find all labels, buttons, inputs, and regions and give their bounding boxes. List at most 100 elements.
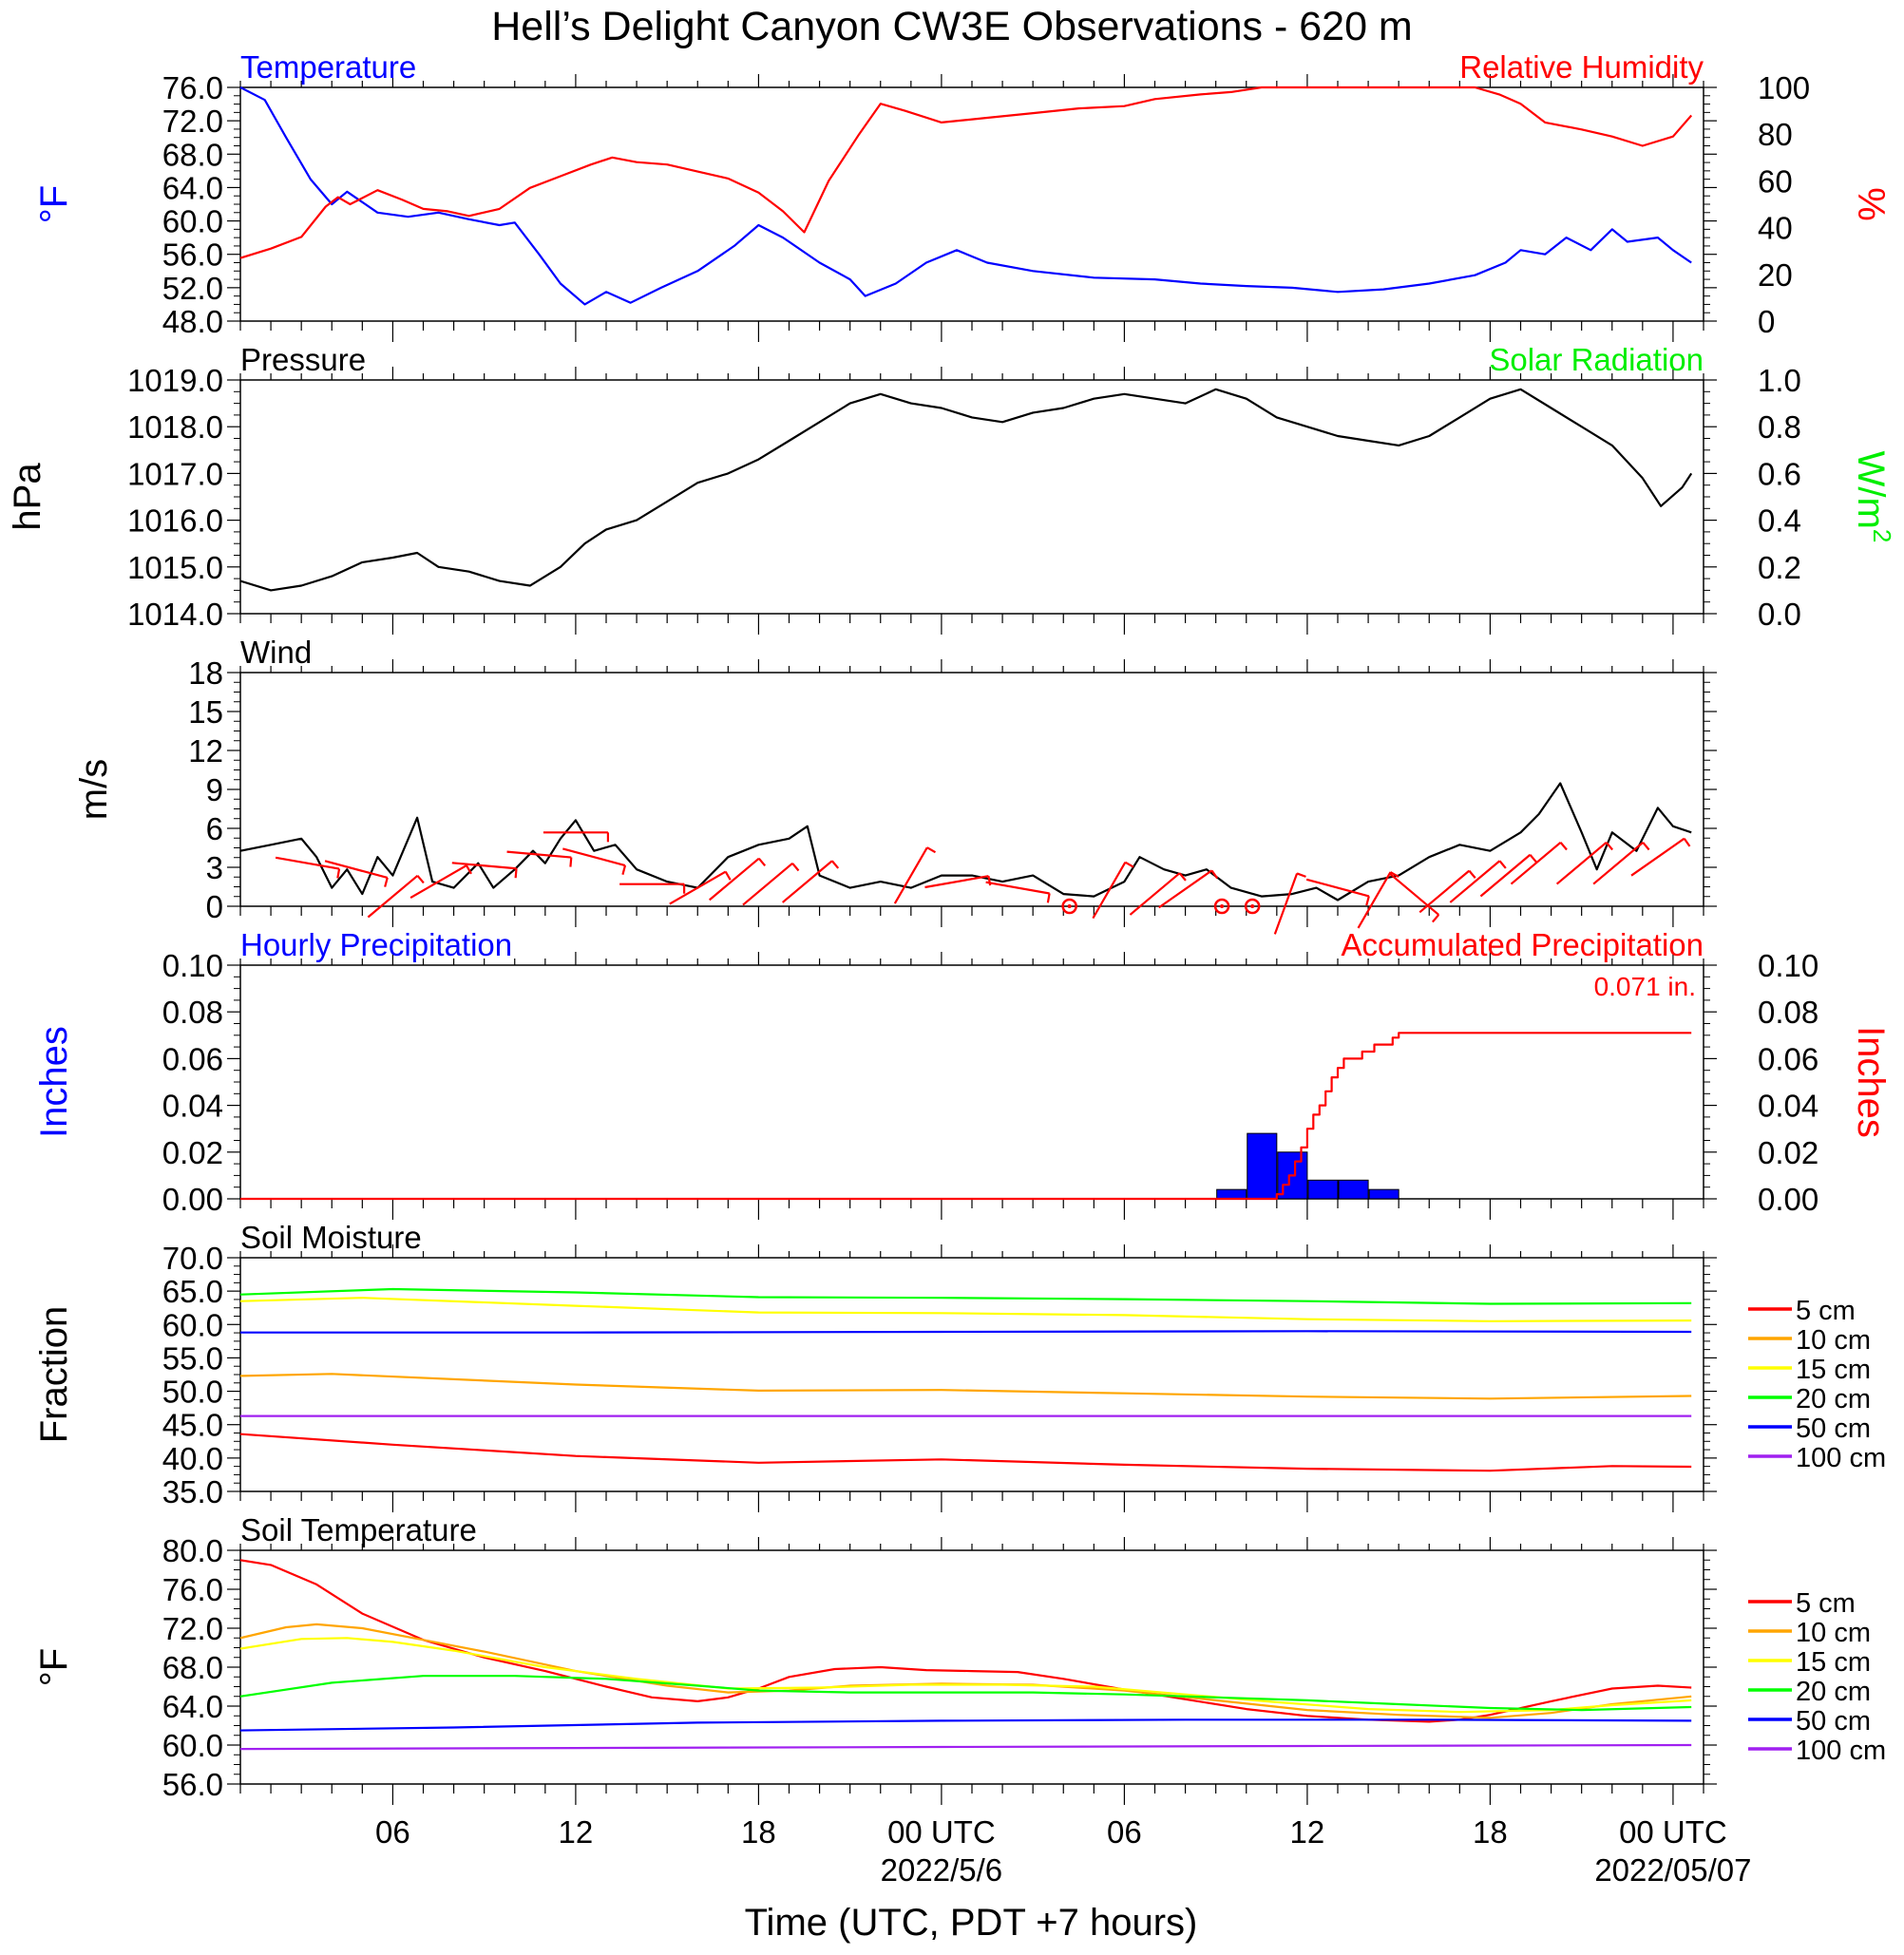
y-axis-label: °F <box>33 185 75 223</box>
wind-barb-flag <box>1124 861 1134 868</box>
wind-barb-flag <box>1468 869 1476 879</box>
y-right-tick-label: 0.10 <box>1758 948 1818 983</box>
x-tick-label: 18 <box>741 1814 776 1850</box>
wind-barb <box>742 862 793 906</box>
y-tick-label: 56.0 <box>162 1767 223 1802</box>
series-line-50-cm <box>240 1330 1692 1334</box>
wind-barb <box>409 864 467 900</box>
panel-title-left: Soil Moisture <box>240 1220 422 1255</box>
y-tick-label: 56.0 <box>162 237 223 273</box>
wind-barb-flag <box>336 868 341 879</box>
y-tick-label: 1019.0 <box>127 363 223 398</box>
y-right-tick-label: 0.2 <box>1758 550 1801 585</box>
wind-calm-marker <box>1213 898 1230 915</box>
wind-barb-flag <box>724 871 732 881</box>
wind-barb <box>1357 871 1392 929</box>
y-tick-label: 15 <box>188 694 223 730</box>
panel-title-right: Accumulated Precipitation <box>1341 927 1704 962</box>
wind-barb <box>1158 869 1213 909</box>
y-tick-label: 35.0 <box>162 1474 223 1509</box>
x-tick-label: 06 <box>375 1814 410 1850</box>
plot-frame <box>239 672 1704 907</box>
y-tick-label: 0.00 <box>162 1182 223 1217</box>
legend-label: 50 cm <box>1796 1706 1871 1737</box>
y-tick-label: 0.08 <box>162 995 223 1030</box>
wind-barb-flag <box>1642 842 1650 851</box>
y-tick-label: 76.0 <box>162 70 223 105</box>
y-tick-label: 72.0 <box>162 104 223 139</box>
panel-title-left: Pressure <box>240 342 366 377</box>
wind-barb-flag <box>926 846 937 854</box>
wind-calm-marker <box>1061 898 1077 915</box>
panel-soil_moisture: 35.040.045.050.055.060.065.070.0 Soil Moi… <box>33 1220 1886 1512</box>
wind-barb <box>1129 872 1181 916</box>
precip-bar <box>1216 1188 1247 1200</box>
y-tick-label: 50.0 <box>162 1375 223 1410</box>
y-right-tick-label: 0.06 <box>1758 1041 1818 1076</box>
y-tick-label: 68.0 <box>162 1650 223 1685</box>
series-line-5-cm <box>239 1433 1692 1472</box>
wind-barb-flag <box>1046 893 1051 903</box>
wind-barb <box>985 881 1050 895</box>
y-tick-label: 0 <box>206 889 223 924</box>
panel-title-left: Soil Temperature <box>240 1512 477 1547</box>
y-tick-label: 64.0 <box>162 1689 223 1724</box>
wind-barb-flag <box>1365 896 1370 906</box>
y-tick-label: 12 <box>188 733 223 769</box>
wind-calm-dot <box>1067 904 1072 908</box>
y-tick-label: 60.0 <box>162 204 223 239</box>
wind-barb-flag <box>466 864 472 875</box>
series-line-pressure-0 <box>239 388 1693 592</box>
y-axis-label: °F <box>33 1648 75 1686</box>
y-right-tick-label: 0.00 <box>1758 1182 1818 1217</box>
y-axis-label: Fraction <box>33 1306 75 1444</box>
wind-barb-flag <box>1605 842 1613 851</box>
wind-barb <box>506 850 572 859</box>
y-right-tick-label: 80 <box>1758 117 1793 152</box>
wind-barb-flag <box>1683 838 1691 847</box>
y-right-tick-label: 0.4 <box>1758 503 1801 539</box>
wind-barb <box>1555 841 1608 885</box>
y-right-tick-label: 0.6 <box>1758 456 1801 491</box>
y-right-tick-label: 0.0 <box>1758 597 1801 632</box>
wind-barb <box>1418 869 1471 914</box>
series-line-5-cm <box>239 1559 1692 1723</box>
wind-calm-dot <box>1250 904 1255 908</box>
precip-bar <box>1338 1179 1369 1200</box>
wind-barb <box>893 846 928 904</box>
y-tick-label: 0.06 <box>162 1041 223 1076</box>
y-tick-label: 1014.0 <box>127 597 223 632</box>
y-axis-label: Inches <box>33 1026 75 1138</box>
panel-soil_temp: 56.0 60.0 64.0 68.0 72.0 76.0 80.0 Soil Tempera… <box>33 1512 1886 1888</box>
series-line-wind-0 <box>239 782 1692 902</box>
wind-barb-flag <box>1178 872 1187 882</box>
x-axis-label: Time (UTC, PDT +7 hours) <box>745 1902 1198 1944</box>
y-tick-label: 60.0 <box>162 1307 223 1342</box>
x-tick-label: 00 UTC <box>1619 1814 1727 1850</box>
y-tick-label: 76.0 <box>162 1572 223 1607</box>
series-line-10-cm <box>239 1373 1692 1400</box>
panel-title-right: Solar Radiation <box>1489 342 1704 377</box>
y-tick-label: 1018.0 <box>127 409 223 445</box>
wind-barb <box>708 857 760 902</box>
wind-barb-flag <box>1389 871 1399 879</box>
y-right-tick-label: 100 <box>1758 70 1810 105</box>
precip-bar <box>1307 1179 1339 1200</box>
y-tick-label: 9 <box>206 772 223 807</box>
y-right-tick-label: 0.04 <box>1758 1089 1818 1124</box>
wind-barb-flag <box>1559 842 1568 851</box>
y-tick-label: 1016.0 <box>127 503 223 539</box>
legend-label: 100 cm <box>1796 1443 1886 1473</box>
wind-barb-flag <box>1498 860 1507 869</box>
wind-barb <box>562 847 626 867</box>
panels: 48.052.056.060.064.068.072.076.002040608… <box>7 49 1896 1888</box>
x-tick-label: 12 <box>1290 1814 1325 1850</box>
x-tick-date: 2022/05/07 <box>1594 1852 1751 1888</box>
accumulation-total: 0.071 in. <box>1594 972 1696 1001</box>
y-right-tick-label: 1.0 <box>1758 363 1801 398</box>
y-tick-label: 0.10 <box>162 948 223 983</box>
y-tick-label: 18 <box>188 655 223 691</box>
wind-barb <box>275 856 340 870</box>
y-right-tick-label: 0.8 <box>1758 409 1801 445</box>
x-tick-label: 00 UTC <box>887 1814 996 1850</box>
